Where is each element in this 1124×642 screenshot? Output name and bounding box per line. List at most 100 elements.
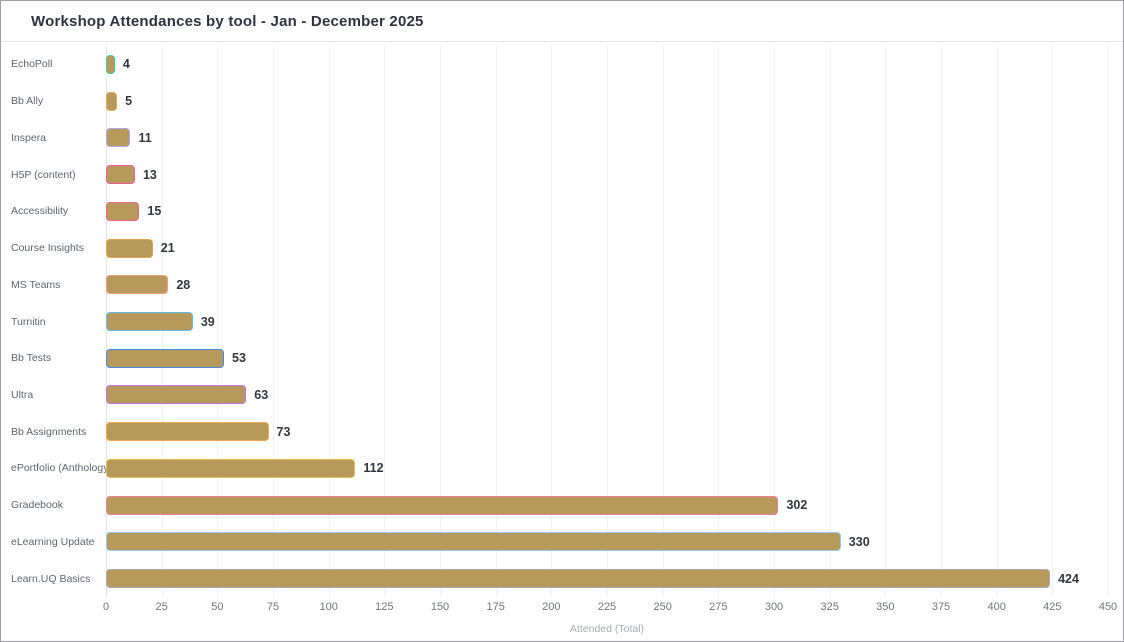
x-axis-label-row: Attended (Total) <box>106 619 1108 641</box>
bar[interactable] <box>106 495 779 515</box>
bar-track: 53 <box>106 348 1108 368</box>
x-tick-label: 400 <box>987 601 1006 613</box>
gridline <box>551 46 553 597</box>
bar[interactable] <box>106 569 1051 589</box>
bar[interactable] <box>106 91 118 111</box>
bar-track: 11 <box>106 128 1108 148</box>
bar[interactable] <box>106 275 169 295</box>
x-tick-label: 450 <box>1098 601 1118 613</box>
bar-track: 28 <box>106 275 1108 295</box>
category-label: Gradebook <box>11 499 63 512</box>
category-label: Bb Tests <box>11 352 52 365</box>
bar-row: Bb Tests 53 <box>1 340 1123 377</box>
x-tick-label: 125 <box>375 601 394 613</box>
gridline <box>1052 46 1054 597</box>
bar[interactable] <box>106 348 224 368</box>
bar-track: 112 <box>106 458 1108 478</box>
bar-track: 424 <box>106 569 1108 589</box>
value-label: 424 <box>1058 571 1079 586</box>
x-axis: 0 25 50 75 100 125 150 175 200 225 250 275 300 325 350… <box>102 597 1117 619</box>
gridline <box>217 46 219 597</box>
plot-area: EchoPoll 4 Bb Ally 5 Inspera 11 H5P (content) 1… <box>1 42 1123 597</box>
category-label: Bb Assignments <box>11 425 87 438</box>
x-tick-label: 175 <box>486 601 505 613</box>
value-label: 11 <box>138 130 152 145</box>
gridline <box>774 46 775 597</box>
bar-row: Gradebook 302 <box>1 487 1123 524</box>
bar-track: 73 <box>106 422 1108 442</box>
bar[interactable] <box>106 128 131 148</box>
x-tick-label: 25 <box>155 601 168 613</box>
x-tick-label: 300 <box>764 601 784 613</box>
x-tick-label: 250 <box>653 601 672 613</box>
category-label: Ultra <box>11 388 34 401</box>
value-label: 330 <box>848 534 870 549</box>
bar-row: Ultra 63 <box>1 377 1123 414</box>
value-label: 302 <box>786 498 808 513</box>
x-tick-label: 0 <box>102 601 110 613</box>
bar[interactable] <box>106 458 356 478</box>
chart-title: Workshop Attendances by tool - Jan - Dec… <box>31 12 424 30</box>
bar-track: 39 <box>106 312 1108 331</box>
x-tick-label: 425 <box>1043 601 1062 613</box>
value-label: 63 <box>254 387 269 402</box>
bar-track: 13 <box>106 165 1108 185</box>
x-tick-label: 375 <box>931 601 951 613</box>
bar[interactable] <box>106 422 269 442</box>
category-label: eLearning Update <box>11 535 95 548</box>
gridline <box>607 46 608 597</box>
value-label: 13 <box>142 167 157 182</box>
gridline <box>440 46 441 597</box>
category-label: Turnitin <box>11 315 46 328</box>
category-label: MS Teams <box>11 278 61 291</box>
x-tick-label: 225 <box>597 601 617 613</box>
bar[interactable] <box>106 312 193 331</box>
bar-track: 302 <box>106 495 1108 515</box>
bar-track: 5 <box>106 91 1108 111</box>
value-label: 5 <box>125 94 133 109</box>
gridline <box>662 46 664 597</box>
bar-row: Bb Ally 5 <box>1 83 1123 120</box>
bar-row: eLearning Update 330 <box>1 524 1123 561</box>
category-label: ePortfolio (Anthology <box>11 462 106 475</box>
gridline <box>996 46 998 597</box>
x-axis-label: Attended (Total) <box>569 623 645 635</box>
bar-track: 21 <box>106 238 1108 258</box>
bar-row: Inspera 11 <box>1 119 1123 156</box>
x-tick-label: 350 <box>876 601 895 613</box>
category-label: Bb Ally <box>11 95 44 108</box>
bar-track: 330 <box>106 532 1108 552</box>
bar[interactable] <box>106 532 841 552</box>
value-label: 15 <box>147 204 162 219</box>
bar[interactable] <box>106 385 247 405</box>
gridline <box>328 46 330 597</box>
gridline <box>885 46 887 597</box>
value-label: 73 <box>276 424 291 439</box>
x-tick-label: 275 <box>709 601 728 613</box>
x-tick-label: 325 <box>820 601 839 613</box>
bar-row: ePortfolio (Anthology 112 <box>1 450 1123 487</box>
bar-row: Turnitin 39 <box>1 303 1123 340</box>
bar[interactable] <box>106 165 135 185</box>
value-label: 53 <box>232 351 246 366</box>
gridline <box>941 46 942 597</box>
bar-row: Bb Assignments 73 <box>1 413 1123 450</box>
gridline-layer <box>106 46 1109 597</box>
bar-track: 4 <box>106 54 1108 74</box>
x-tick-label: 75 <box>266 601 280 613</box>
bar[interactable] <box>106 54 115 74</box>
bar[interactable] <box>106 238 153 258</box>
value-label: 39 <box>200 314 215 329</box>
bar[interactable] <box>106 201 140 221</box>
bar-row: H5P (content) 13 <box>1 156 1123 193</box>
x-tick-label: 200 <box>542 601 561 613</box>
category-label: H5P (content) <box>11 168 76 181</box>
value-label: 112 <box>363 461 384 476</box>
bar-rows: EchoPoll 4 Bb Ally 5 Inspera 11 H5P (content) 1… <box>1 46 1123 597</box>
gridline <box>495 46 497 597</box>
gridline <box>829 46 831 597</box>
category-label: Learn.UQ Basics <box>11 572 91 585</box>
value-label: 21 <box>160 241 175 256</box>
category-label: Course Insights <box>11 242 84 255</box>
